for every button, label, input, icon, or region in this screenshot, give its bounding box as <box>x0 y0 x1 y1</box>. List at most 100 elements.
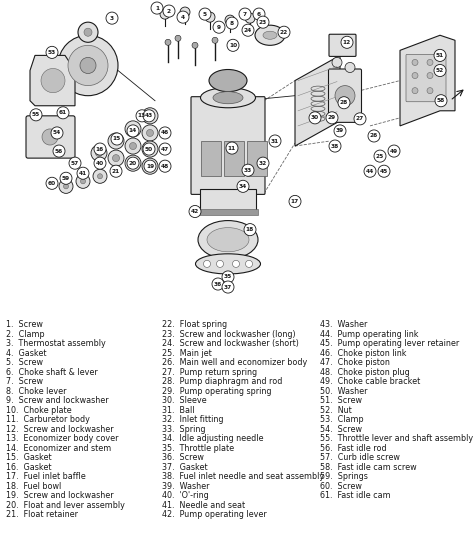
Text: 15: 15 <box>113 136 121 142</box>
Text: 14.  Economizer and stem: 14. Economizer and stem <box>6 444 111 453</box>
Text: 1.  Screw: 1. Screw <box>6 320 43 329</box>
Circle shape <box>125 121 141 137</box>
Text: 4.  Gasket: 4. Gasket <box>6 349 46 358</box>
Circle shape <box>378 165 390 177</box>
Text: 56.  Fast idle rod: 56. Fast idle rod <box>320 444 387 453</box>
Circle shape <box>95 149 102 156</box>
Text: 17: 17 <box>291 199 299 204</box>
Circle shape <box>112 155 119 162</box>
Circle shape <box>106 12 118 24</box>
Circle shape <box>84 28 92 36</box>
Text: 2.  Clamp: 2. Clamp <box>6 330 45 339</box>
Circle shape <box>189 205 201 218</box>
Text: 3.  Thermostat assembly: 3. Thermostat assembly <box>6 339 106 348</box>
Circle shape <box>159 143 171 155</box>
Text: 39.  Washer: 39. Washer <box>162 482 210 491</box>
Circle shape <box>108 133 124 149</box>
Circle shape <box>329 140 341 152</box>
Circle shape <box>388 145 400 157</box>
Circle shape <box>434 65 446 77</box>
Circle shape <box>64 184 69 189</box>
Text: 44: 44 <box>366 169 374 174</box>
FancyBboxPatch shape <box>328 69 362 122</box>
Text: 30.  Sleeve: 30. Sleeve <box>162 396 207 405</box>
Text: 46: 46 <box>161 130 169 135</box>
Text: 43: 43 <box>145 113 153 118</box>
Text: 60.  Screw: 60. Screw <box>320 482 362 491</box>
Text: 36.  Screw: 36. Screw <box>162 453 204 462</box>
Ellipse shape <box>255 25 285 45</box>
Text: 8: 8 <box>230 21 234 26</box>
Text: 7: 7 <box>243 11 247 17</box>
Text: 42: 42 <box>191 209 199 214</box>
Circle shape <box>427 59 433 66</box>
Text: 13.  Economizer body cover: 13. Economizer body cover <box>6 434 118 443</box>
Text: 6.  Choke shaft & lever: 6. Choke shaft & lever <box>6 368 98 377</box>
Ellipse shape <box>213 92 243 104</box>
Text: 34: 34 <box>239 184 247 189</box>
Text: 58.  Fast idle cam screw: 58. Fast idle cam screw <box>320 463 417 472</box>
Text: 18: 18 <box>246 227 254 232</box>
Circle shape <box>239 8 251 20</box>
Text: 37: 37 <box>224 285 232 289</box>
Circle shape <box>142 125 158 141</box>
Text: 41: 41 <box>79 171 87 176</box>
Text: 12: 12 <box>343 40 351 45</box>
Bar <box>200 190 256 212</box>
Circle shape <box>427 87 433 93</box>
Bar <box>198 210 258 214</box>
Circle shape <box>205 12 215 22</box>
Text: 50: 50 <box>145 147 153 151</box>
Circle shape <box>334 125 346 137</box>
Text: 59.  Springs: 59. Springs <box>320 472 368 481</box>
Text: 31: 31 <box>271 138 279 143</box>
Text: 35.  Throttle plate: 35. Throttle plate <box>162 444 234 453</box>
Text: 26.  Main well and economizer body: 26. Main well and economizer body <box>162 358 307 367</box>
Circle shape <box>242 24 254 36</box>
Circle shape <box>151 2 163 14</box>
Circle shape <box>127 157 139 169</box>
Circle shape <box>434 49 446 61</box>
Circle shape <box>335 86 355 106</box>
Ellipse shape <box>201 87 255 108</box>
Circle shape <box>69 157 81 169</box>
Text: 35: 35 <box>224 274 232 280</box>
Circle shape <box>146 146 154 153</box>
Text: 54.  Screw: 54. Screw <box>320 425 362 434</box>
Circle shape <box>53 145 65 157</box>
Text: 4: 4 <box>181 15 185 20</box>
Circle shape <box>146 129 154 136</box>
Circle shape <box>142 141 158 157</box>
Circle shape <box>199 8 211 20</box>
Text: 3: 3 <box>110 16 114 21</box>
Text: 44.  Pump operating link: 44. Pump operating link <box>320 330 419 339</box>
Circle shape <box>136 110 148 122</box>
Text: 14: 14 <box>129 129 137 134</box>
Circle shape <box>242 164 254 176</box>
Text: 23: 23 <box>259 20 267 24</box>
Circle shape <box>81 179 85 184</box>
Text: 36: 36 <box>214 281 222 287</box>
Text: 20: 20 <box>129 161 137 166</box>
Text: 28.  Pump diaphragm and rod: 28. Pump diaphragm and rod <box>162 377 283 386</box>
Text: 61: 61 <box>59 110 67 115</box>
Circle shape <box>94 143 106 155</box>
Text: 5.  Screw: 5. Screw <box>6 358 43 367</box>
Circle shape <box>78 22 98 42</box>
Circle shape <box>412 59 418 66</box>
Circle shape <box>226 142 238 154</box>
Text: 47.  Choke piston: 47. Choke piston <box>320 358 390 367</box>
Text: 45.  Pump operating lever retainer: 45. Pump operating lever retainer <box>320 339 459 348</box>
Text: 58: 58 <box>437 98 445 103</box>
Circle shape <box>257 157 269 169</box>
Circle shape <box>143 143 155 155</box>
Circle shape <box>222 271 234 283</box>
Circle shape <box>51 127 63 139</box>
Text: 53: 53 <box>48 50 56 55</box>
Text: 53.  Clamp: 53. Clamp <box>320 415 364 424</box>
Circle shape <box>237 180 249 192</box>
Text: 32.  Inlet fitting: 32. Inlet fitting <box>162 415 224 424</box>
Circle shape <box>77 167 89 179</box>
Ellipse shape <box>198 220 258 259</box>
Circle shape <box>159 160 171 172</box>
